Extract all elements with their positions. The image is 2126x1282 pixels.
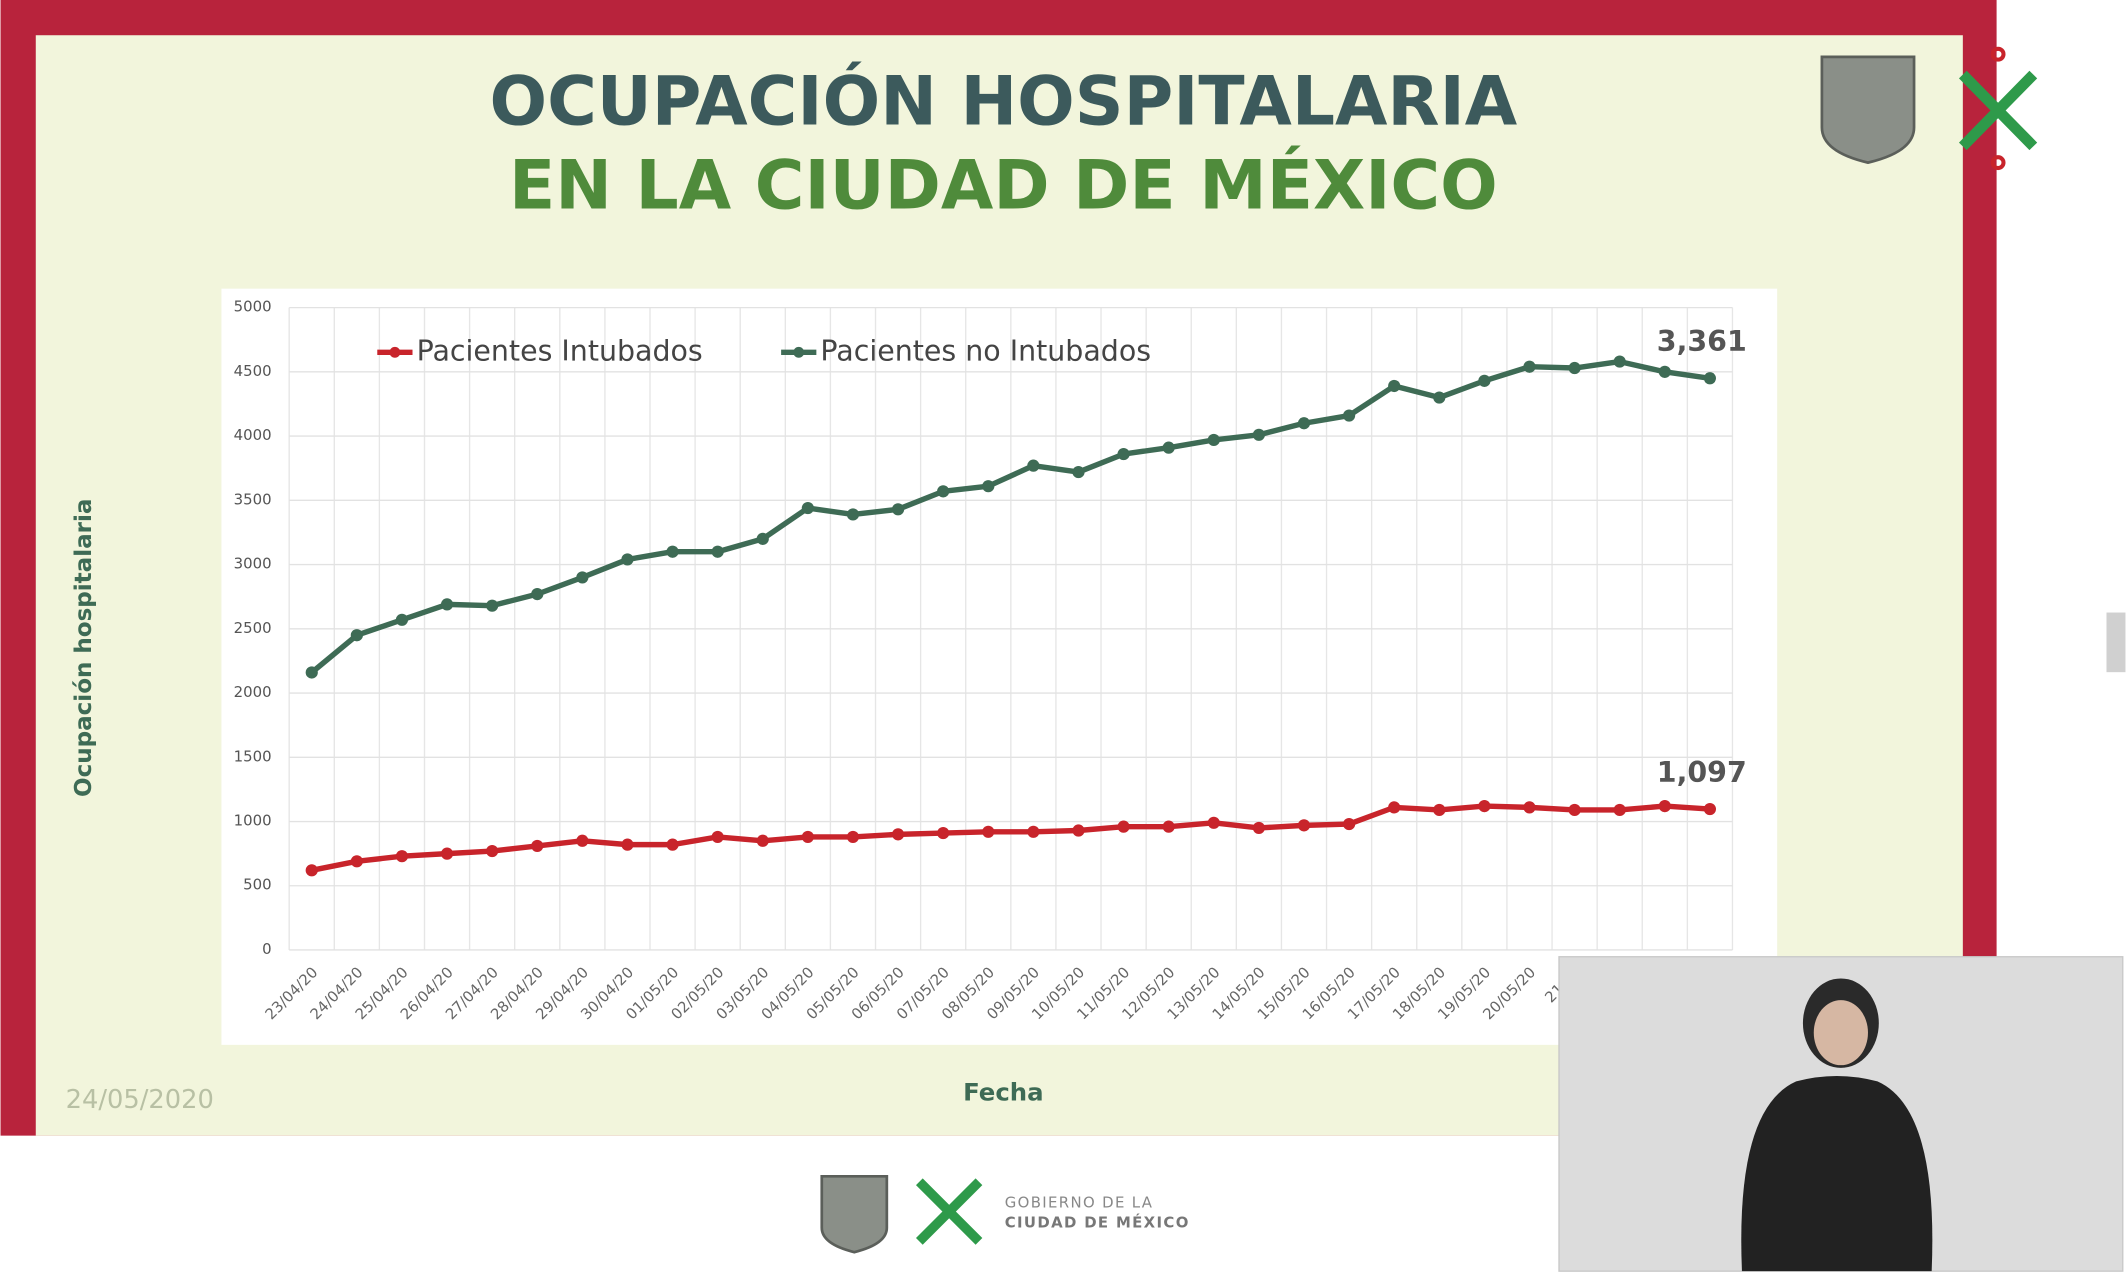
y-tick-label: 2000: [234, 683, 272, 701]
data-point: [1703, 372, 1717, 385]
legend-label: Pacientes no Intubados: [820, 334, 1151, 367]
date: 24/05/2020: [66, 1085, 214, 1115]
y-tick-label: 3500: [234, 490, 272, 508]
data-point: [486, 599, 499, 612]
y-tick-label: 1500: [234, 747, 272, 765]
y-tick-label: 3000: [234, 555, 272, 573]
data-point: [350, 855, 363, 868]
data-point: [1027, 459, 1040, 472]
data-point: [711, 830, 724, 844]
data-point: [801, 830, 814, 844]
data-point: [305, 666, 318, 679]
data-point: [350, 629, 363, 642]
data-point: [1162, 820, 1175, 833]
data-point: [756, 834, 769, 847]
title: OCUPACIÓN HOSPITALARIA: [489, 61, 1517, 140]
data-point: [440, 847, 454, 860]
legend-label: Pacientes Intubados: [417, 334, 703, 367]
data-point: [1162, 441, 1175, 454]
data-point: [1433, 391, 1446, 404]
logo-text: GOBIERNO DE LA: [1005, 1193, 1154, 1211]
data-point: [1207, 433, 1220, 447]
data-point: [1072, 465, 1085, 479]
data-point: [1342, 409, 1356, 422]
data-point: [1388, 379, 1401, 393]
y-tick-label: 500: [243, 876, 271, 894]
data-point: [1478, 374, 1491, 387]
y-tick-label: 1000: [234, 812, 272, 830]
data-point: [1252, 428, 1265, 441]
y-tick-label: 5000: [234, 298, 272, 316]
data-point: [486, 844, 499, 858]
y-axis-label: Ocupación hospitalaria: [71, 499, 97, 797]
data-point: [1658, 365, 1671, 378]
data-point: [982, 825, 995, 838]
data-point: [1703, 802, 1717, 816]
data-point: [1072, 824, 1085, 837]
x-axis-label: Fecha: [963, 1078, 1043, 1107]
data-point: [1388, 801, 1401, 814]
data-point: [531, 588, 544, 601]
data-point: [621, 838, 634, 851]
series-line: [310, 358, 1711, 675]
plot-background: [221, 288, 1778, 1045]
y-tick-label: 0: [262, 940, 271, 958]
data-point: [1252, 821, 1265, 835]
data-point: [621, 553, 634, 566]
data-point: [576, 571, 589, 584]
data-point: [666, 545, 679, 558]
data-point: [531, 839, 544, 853]
y-tick-label: 4000: [234, 426, 272, 444]
data-point: [1342, 817, 1356, 831]
data-point: [846, 508, 860, 521]
subtitle: EN LA CIUDAD DE MÉXICO: [509, 145, 1498, 224]
data-point: [1207, 816, 1220, 829]
end-label: 1,097: [1657, 756, 1747, 789]
logo-shield: [1820, 55, 1916, 165]
data-point: [1658, 799, 1671, 813]
data-point: [440, 598, 454, 611]
data-point: [1027, 825, 1040, 838]
data-point: [891, 503, 905, 516]
data-point: [1297, 819, 1311, 832]
logo-cdmx: [1958, 46, 2038, 171]
data-point: [1568, 803, 1581, 817]
data-point: [711, 545, 724, 558]
legend-marker: [389, 346, 401, 358]
data-point: [305, 864, 318, 877]
data-point: [801, 501, 814, 515]
data-point: [1478, 799, 1491, 813]
data-point: [756, 532, 769, 545]
data-point: [1117, 820, 1130, 833]
data-point: [666, 838, 679, 851]
data-point: [1613, 803, 1626, 817]
y-tick-label: 2500: [234, 619, 272, 637]
data-point: [395, 850, 409, 863]
data-point: [1117, 447, 1130, 461]
data-point: [846, 830, 860, 844]
data-point: [937, 485, 950, 498]
data-point: [395, 613, 409, 626]
data-point: [1433, 803, 1446, 817]
data-point: [982, 480, 995, 493]
logo-text: CIUDAD DE MÉXICO: [1005, 1214, 1190, 1232]
side-tab: [2106, 612, 2126, 673]
data-point: [576, 834, 589, 847]
data-point: [1613, 355, 1626, 368]
series-line: [311, 803, 1711, 873]
data-point: [1523, 801, 1536, 814]
end-label: 3,361: [1657, 325, 1747, 358]
footer-logos: GOBIERNO DE LA CIUDAD DE MÉXICO: [820, 1174, 1190, 1254]
interpreter-video: [1558, 956, 2124, 1272]
data-point: [1523, 360, 1536, 373]
data-point: [937, 826, 950, 840]
data-point: [1297, 417, 1311, 430]
data-point: [1568, 361, 1581, 375]
legend-marker: [793, 346, 805, 358]
y-tick-label: 4500: [234, 362, 272, 380]
data-point: [891, 828, 905, 841]
